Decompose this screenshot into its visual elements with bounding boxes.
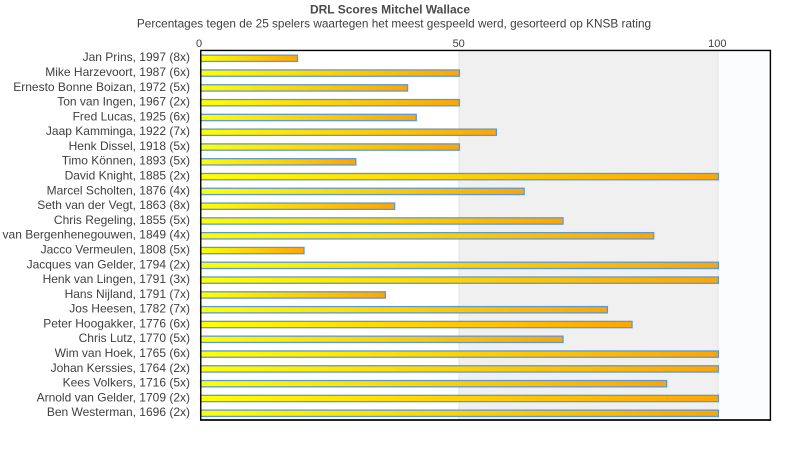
svg-text:DRL Scores Mitchel Wallace: DRL Scores Mitchel Wallace: [310, 3, 470, 17]
svg-text:Peter Hoogakker, 1776 (6x): Peter Hoogakker, 1776 (6x): [43, 316, 190, 330]
svg-text:0: 0: [196, 38, 202, 50]
svg-text:David Knight, 1885 (2x): David Knight, 1885 (2x): [65, 169, 190, 183]
svg-text:Jaap Kamminga, 1922 (7x): Jaap Kamminga, 1922 (7x): [46, 124, 190, 138]
svg-text:Jacques van Gelder, 1794 (2x): Jacques van Gelder, 1794 (2x): [27, 257, 190, 271]
svg-text:Kees Volkers, 1716 (5x): Kees Volkers, 1716 (5x): [63, 376, 190, 390]
svg-text:Hans Nijland, 1791 (7x): Hans Nijland, 1791 (7x): [65, 287, 190, 301]
svg-text:Ernesto Bonne Boizan, 1972 (5x: Ernesto Bonne Boizan, 1972 (5x): [13, 80, 190, 94]
svg-text:Ben Westerman, 1696 (2x): Ben Westerman, 1696 (2x): [47, 405, 190, 419]
svg-text:van Bergenhenegouwen, 1849 (4x: van Bergenhenegouwen, 1849 (4x): [3, 228, 190, 242]
svg-text:50: 50: [453, 38, 465, 50]
svg-text:Jos Heesen, 1782 (7x): Jos Heesen, 1782 (7x): [69, 302, 190, 316]
svg-text:Henk van Lingen, 1791 (3x): Henk van Lingen, 1791 (3x): [43, 272, 190, 286]
svg-text:Fred Lucas, 1925 (6x): Fred Lucas, 1925 (6x): [73, 109, 190, 123]
svg-text:Johan Kerssies, 1764 (2x): Johan Kerssies, 1764 (2x): [51, 361, 190, 375]
svg-text:Mike Harzevoort, 1987 (6x): Mike Harzevoort, 1987 (6x): [45, 65, 190, 79]
svg-text:Marcel Scholten, 1876 (4x): Marcel Scholten, 1876 (4x): [47, 183, 190, 197]
svg-text:100: 100: [708, 38, 726, 50]
svg-text:Timo Können, 1893 (5x): Timo Können, 1893 (5x): [62, 154, 190, 168]
svg-text:Percentages tegen de 25 speler: Percentages tegen de 25 spelers waartege…: [137, 17, 651, 31]
svg-text:Wim van Hoek, 1765 (6x): Wim van Hoek, 1765 (6x): [55, 346, 190, 360]
svg-text:Jan Prins, 1997 (8x): Jan Prins, 1997 (8x): [83, 50, 190, 64]
svg-text:Ton van Ingen, 1967 (2x): Ton van Ingen, 1967 (2x): [57, 95, 190, 109]
svg-text:Jacco Vermeulen, 1808 (5x): Jacco Vermeulen, 1808 (5x): [41, 242, 190, 256]
svg-text:Chris Regeling, 1855 (5x): Chris Regeling, 1855 (5x): [54, 213, 190, 227]
svg-text:Chris Lutz, 1770 (5x): Chris Lutz, 1770 (5x): [79, 331, 190, 345]
svg-text:Seth van der Vegt, 1863 (8x): Seth van der Vegt, 1863 (8x): [37, 198, 190, 212]
svg-text:Arnold van Gelder, 1709 (2x): Arnold van Gelder, 1709 (2x): [37, 390, 190, 404]
svg-text:Henk Dissel, 1918 (5x): Henk Dissel, 1918 (5x): [69, 139, 190, 153]
